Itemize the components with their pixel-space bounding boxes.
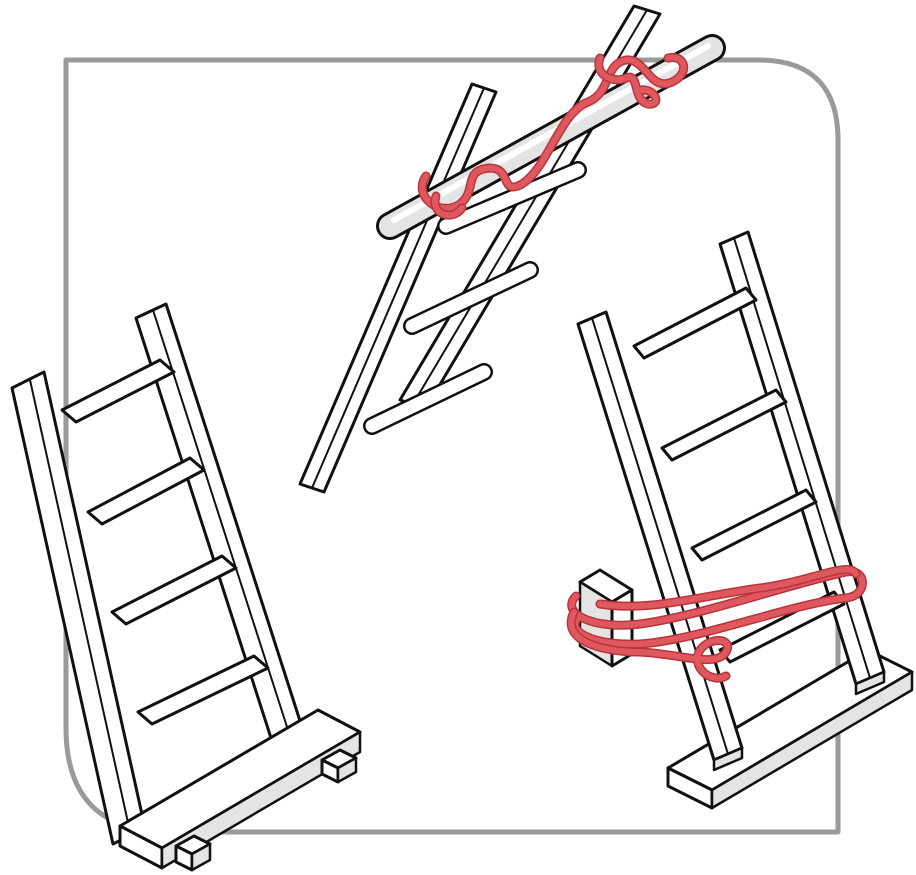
- ladder-on-sole-board: [10, 302, 362, 872]
- right-ladder-rungs: [632, 286, 846, 664]
- ladder-rungs: [60, 358, 270, 726]
- wedge-block-front: [174, 834, 212, 872]
- ladder-tied-to-anchor: [566, 230, 914, 810]
- ladder-lashed-to-pole: [298, 4, 726, 494]
- wedge-block-back: [320, 748, 358, 784]
- top-ladder-rungs: [363, 161, 587, 435]
- tie-back-rope: [566, 565, 867, 683]
- sole-board: [118, 708, 362, 870]
- diagram-frame: [63, 57, 841, 835]
- lashing-rope: [417, 53, 688, 220]
